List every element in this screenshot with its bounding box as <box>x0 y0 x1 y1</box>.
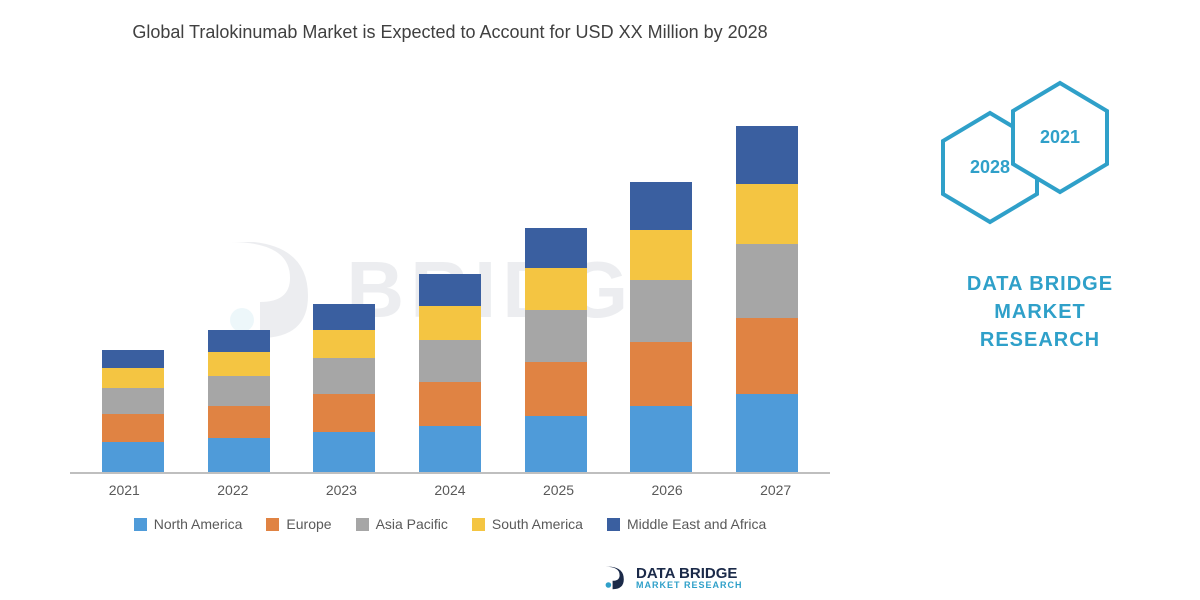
stacked-bar <box>419 274 481 472</box>
bar-segment <box>419 382 481 426</box>
chart-legend: North America Europe Asia Pacific South Ame… <box>60 516 840 532</box>
hex-front: 2021 <box>1010 80 1110 195</box>
hex-group: 2028 2021 <box>940 80 1160 240</box>
footer-logo-text: DATA BRIDGE MARKET RESEARCH <box>636 566 743 590</box>
footer-logo-sub: MARKET RESEARCH <box>636 581 743 590</box>
chart-xlabels: 2021 2022 2023 2024 2025 2026 2027 <box>60 474 840 498</box>
stacked-bar <box>102 350 164 472</box>
bar-segment <box>736 394 798 472</box>
bar-segment <box>630 280 692 342</box>
x-axis-label: 2027 <box>731 482 821 498</box>
legend-swatch <box>356 518 369 531</box>
x-axis-label: 2024 <box>405 482 495 498</box>
x-axis-label: 2025 <box>514 482 604 498</box>
legend-label: North America <box>154 516 243 532</box>
brand-line1: DATA BRIDGE MARKET <box>920 270 1160 326</box>
bar-segment <box>630 182 692 230</box>
footer-logo: DATA BRIDGE MARKET RESEARCH <box>600 564 743 592</box>
stacked-bar <box>313 304 375 472</box>
bar-segment <box>208 352 270 376</box>
chart-plot <box>70 54 830 474</box>
bar-segment <box>736 318 798 394</box>
bar-column <box>405 274 495 472</box>
bar-column <box>299 304 389 472</box>
stacked-bar <box>208 330 270 472</box>
bar-column <box>616 182 706 472</box>
bar-segment <box>208 406 270 438</box>
stacked-bar <box>736 126 798 472</box>
bar-segment <box>630 406 692 472</box>
bar-segment <box>630 342 692 406</box>
legend-item: Middle East and Africa <box>607 516 766 532</box>
bar-segment <box>525 310 587 362</box>
canvas: BRIDGE Global Tralokinumab Market is Exp… <box>0 0 1200 600</box>
legend-swatch <box>134 518 147 531</box>
bar-segment <box>419 426 481 472</box>
chart-bars <box>70 54 830 472</box>
bar-segment <box>102 350 164 368</box>
legend-swatch <box>266 518 279 531</box>
bar-segment <box>102 388 164 414</box>
bar-column <box>722 126 812 472</box>
bar-segment <box>102 442 164 472</box>
footer-logo-icon <box>600 564 628 592</box>
bar-segment <box>102 368 164 388</box>
bar-segment <box>736 184 798 244</box>
bar-segment <box>313 330 375 358</box>
legend-item: South America <box>472 516 583 532</box>
legend-label: Middle East and Africa <box>627 516 766 532</box>
right-top-text: By Regions, 2021 to 2028 <box>1020 6 1170 21</box>
bar-segment <box>736 244 798 318</box>
x-axis-label: 2023 <box>296 482 386 498</box>
bar-segment <box>525 416 587 472</box>
legend-swatch <box>607 518 620 531</box>
legend-swatch <box>472 518 485 531</box>
bar-segment <box>313 304 375 330</box>
legend-item: North America <box>134 516 243 532</box>
bar-segment <box>736 126 798 184</box>
legend-item: Asia Pacific <box>356 516 448 532</box>
stacked-bar <box>525 228 587 472</box>
bar-segment <box>419 274 481 306</box>
bar-segment <box>208 330 270 352</box>
bar-segment <box>313 432 375 472</box>
bar-segment <box>102 414 164 442</box>
x-axis-label: 2022 <box>188 482 278 498</box>
chart-area: Global Tralokinumab Market is Expected t… <box>60 20 840 560</box>
bar-segment <box>419 340 481 382</box>
legend-label: Europe <box>286 516 331 532</box>
bar-segment <box>313 394 375 432</box>
bar-column <box>511 228 601 472</box>
x-axis-label: 2021 <box>79 482 169 498</box>
hex-back-label: 2028 <box>970 157 1010 178</box>
bar-column <box>194 330 284 472</box>
legend-label: South America <box>492 516 583 532</box>
bar-segment <box>525 228 587 268</box>
x-axis-label: 2026 <box>622 482 712 498</box>
bar-segment <box>208 376 270 406</box>
legend-item: Europe <box>266 516 331 532</box>
chart-title: Global Tralokinumab Market is Expected t… <box>60 20 840 44</box>
bar-column <box>88 350 178 472</box>
brand-text: DATA BRIDGE MARKET RESEARCH <box>920 270 1160 354</box>
bar-segment <box>630 230 692 280</box>
bar-segment <box>525 362 587 416</box>
bar-segment <box>208 438 270 472</box>
bar-segment <box>419 306 481 340</box>
hex-front-label: 2021 <box>1040 127 1080 148</box>
stacked-bar <box>630 182 692 472</box>
legend-label: Asia Pacific <box>376 516 448 532</box>
bar-segment <box>313 358 375 394</box>
right-panel: By Regions, 2021 to 2028 2028 2021 DATA … <box>880 0 1200 600</box>
bar-segment <box>525 268 587 310</box>
brand-line2: RESEARCH <box>920 326 1160 354</box>
